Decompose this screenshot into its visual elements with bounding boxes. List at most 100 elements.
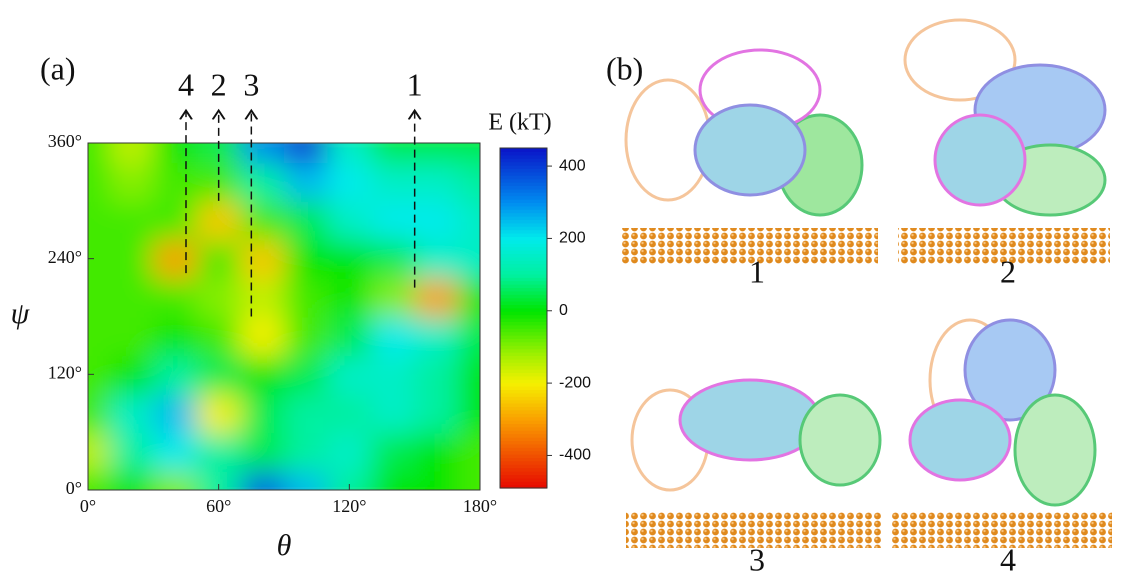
colorbar-strip — [500, 457, 547, 462]
y-tick-label: 240° — [48, 247, 82, 267]
contour-cell — [88, 200, 111, 241]
x-tick-label: 120° — [332, 496, 366, 516]
contour-cell — [284, 277, 329, 318]
contour-cell — [109, 393, 155, 434]
contour-cell — [196, 239, 242, 279]
contour-cell — [458, 239, 480, 279]
colorbar-strip — [500, 477, 547, 482]
colorbar-strip — [500, 243, 547, 248]
colorbar-strip — [500, 392, 547, 397]
contour-cell — [284, 143, 329, 164]
contour-cell — [458, 277, 480, 318]
contour-cell — [371, 239, 416, 279]
colorbar-strip — [500, 280, 547, 285]
contour-cell — [414, 470, 460, 490]
colorbar-strip — [500, 151, 547, 156]
colorbar-strip — [500, 209, 547, 214]
x-tick-label: 60° — [206, 496, 231, 516]
contour-cell — [88, 355, 111, 395]
colorbar-strip — [500, 399, 547, 404]
contour-cell — [458, 355, 480, 395]
colorbar-strip — [500, 365, 547, 370]
contour-cell — [240, 432, 285, 472]
colorbar-strip — [500, 481, 547, 486]
structure-label: 2 — [1000, 253, 1016, 289]
contour-cell — [196, 277, 242, 318]
colorbar-strip — [500, 484, 547, 489]
colorbar-strip — [500, 460, 547, 465]
contour-cell — [371, 432, 416, 472]
colorbar-strip — [500, 382, 547, 387]
colorbar-strip — [500, 154, 547, 159]
contour-cell — [109, 200, 155, 241]
x-tick-label: 180° — [463, 496, 497, 516]
contour-cell — [196, 316, 242, 357]
contour-cell — [414, 162, 460, 202]
colorbar-strip — [500, 202, 547, 207]
contour-cell — [153, 316, 198, 357]
structure-label: 1 — [749, 253, 765, 289]
colorbar-strip — [500, 314, 547, 319]
x-axis-label: θ — [277, 529, 292, 562]
contour-cell — [414, 200, 460, 241]
colorbar-tick-label: 0 — [559, 302, 568, 319]
contour-cell — [88, 143, 111, 164]
plot-frame — [87, 142, 481, 491]
contour-cell — [458, 162, 480, 202]
colorbar-strip — [500, 362, 547, 367]
panel-label: (b) — [606, 50, 643, 86]
contour-cell — [196, 143, 242, 164]
colorbar-strip — [500, 226, 547, 231]
contour-cell — [458, 432, 480, 472]
contour-cell — [458, 200, 480, 241]
contour-cell — [284, 200, 329, 241]
contour-cell — [240, 277, 285, 318]
colorbar-strip — [500, 178, 547, 183]
colorbar-frame — [499, 147, 548, 489]
colorbar-strip — [500, 250, 547, 254]
contour-cell — [414, 432, 460, 472]
colorbar-strip — [500, 413, 547, 418]
colorbar-strip — [500, 287, 547, 292]
colorbar-strip — [500, 403, 547, 407]
colorbar-strip — [500, 294, 547, 299]
colorbar-strip — [500, 372, 547, 377]
contour-cell — [153, 277, 198, 318]
colorbar-strip — [500, 148, 547, 152]
contour-cell — [371, 200, 416, 241]
colorbar-strip — [500, 171, 547, 176]
colorbar-strip — [500, 416, 547, 421]
contour-cell — [414, 239, 460, 279]
contour-cell — [371, 393, 416, 434]
contour-cell — [88, 393, 111, 434]
colorbar-strip — [500, 158, 547, 163]
colorbar-strip — [500, 253, 547, 258]
colorbar-tick-label: -200 — [559, 374, 591, 391]
colorbar-strip — [500, 447, 547, 452]
contour-cell — [153, 355, 198, 395]
contour-cell — [284, 355, 329, 395]
colorbar-strip — [500, 161, 547, 166]
colorbar-strip — [500, 168, 547, 173]
colorbar-strip — [500, 318, 547, 322]
contour-cell — [414, 316, 460, 357]
y-tick-label: 0° — [66, 478, 82, 498]
colorbar-strip — [500, 454, 547, 458]
colorbar-strip — [500, 331, 547, 336]
contour-cell — [371, 355, 416, 395]
contour-cell — [284, 239, 329, 279]
contour-cell — [458, 470, 480, 490]
colorbar-strip — [500, 267, 547, 271]
colorbar-strip — [500, 440, 547, 445]
contour-cell — [327, 393, 373, 434]
colorbar-strip — [500, 246, 547, 251]
contour-cell — [240, 239, 285, 279]
contour-cell — [109, 143, 155, 164]
colorbar-strip — [500, 396, 547, 401]
colorbar-strip — [500, 420, 547, 424]
colorbar-strip — [500, 341, 547, 346]
colorbar-strip — [500, 355, 547, 360]
colorbar-strip — [500, 471, 547, 475]
colorbar-strip — [500, 222, 547, 227]
contour-cell — [414, 143, 460, 164]
